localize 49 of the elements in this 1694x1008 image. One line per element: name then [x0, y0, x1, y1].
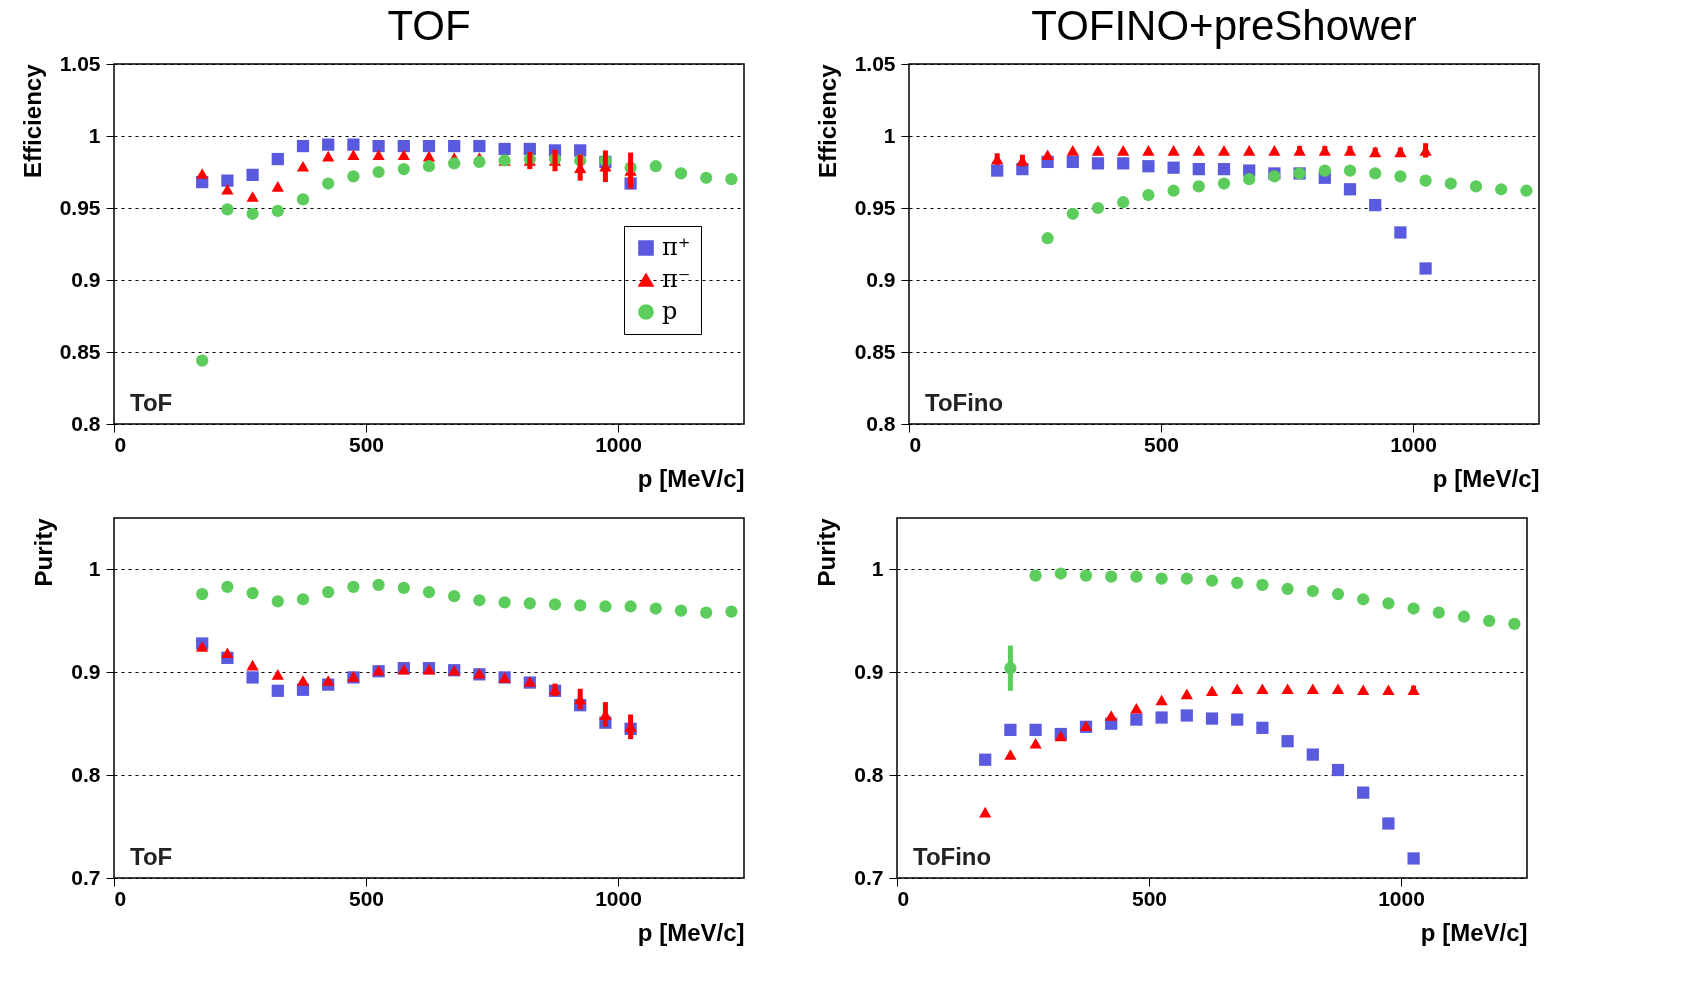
legend-label: π⁻	[662, 265, 691, 293]
y-tick-label: 0.7	[854, 865, 884, 889]
y-tick-label: 0.8	[854, 762, 884, 786]
y-axis-title: Efficiency	[18, 63, 46, 178]
x-tick-label: 1000	[595, 432, 642, 456]
y-tick-label: 1.05	[59, 51, 101, 75]
x-tick-label: 1000	[595, 886, 642, 910]
y-tick-label: 0.8	[71, 762, 101, 786]
y-tick-label: 0.8	[866, 411, 896, 435]
x-tick-label: 1000	[1390, 432, 1437, 456]
annotation: ToFino	[925, 389, 1004, 416]
x-axis-title: p [MeV/c]	[637, 918, 745, 946]
x-tick-label: 500	[1131, 886, 1168, 910]
y-tick-label: 1	[883, 123, 896, 147]
x-tick-label: 1000	[1378, 886, 1425, 910]
y-tick-label: 1	[871, 556, 884, 580]
y-tick-label: 0.9	[866, 267, 896, 291]
y-axis-title: Efficiency	[813, 63, 841, 178]
x-tick-label: 500	[1143, 432, 1180, 456]
x-tick-label: 500	[348, 432, 385, 456]
y-tick-label: 1	[88, 123, 101, 147]
y-axis-title: Purity	[30, 517, 58, 587]
annotation: ToFino	[913, 843, 992, 870]
y-tick-label: 1.05	[854, 51, 896, 75]
y-tick-label: 0.95	[59, 195, 101, 219]
x-tick-label: 0	[114, 432, 127, 456]
y-tick-label: 0.95	[854, 195, 896, 219]
y-tick-label: 0.85	[59, 339, 101, 363]
x-tick-label: 0	[897, 886, 910, 910]
legend-label: π⁺	[662, 233, 691, 261]
x-axis-title: p [MeV/c]	[1420, 918, 1528, 946]
y-tick-label: 0.9	[71, 267, 101, 291]
x-tick-label: 0	[909, 432, 922, 456]
y-tick-label: 0.85	[854, 339, 896, 363]
y-tick-label: 0.8	[71, 411, 101, 435]
y-tick-label: 0.9	[854, 659, 884, 683]
y-tick-label: 0.9	[71, 659, 101, 683]
x-tick-label: 0	[114, 886, 127, 910]
x-axis-title: p [MeV/c]	[1432, 464, 1540, 492]
x-axis-title: p [MeV/c]	[637, 464, 745, 492]
y-axis-title: Purity	[813, 517, 841, 587]
annotation: ToF	[130, 389, 173, 416]
chart-title: TOF	[387, 2, 471, 49]
annotation: ToF	[130, 843, 173, 870]
legend-label: p	[662, 297, 678, 325]
chart-title: TOFINO+preShower	[1031, 2, 1417, 49]
y-tick-label: 1	[88, 556, 101, 580]
y-tick-label: 0.7	[71, 865, 101, 889]
x-tick-label: 500	[348, 886, 385, 910]
